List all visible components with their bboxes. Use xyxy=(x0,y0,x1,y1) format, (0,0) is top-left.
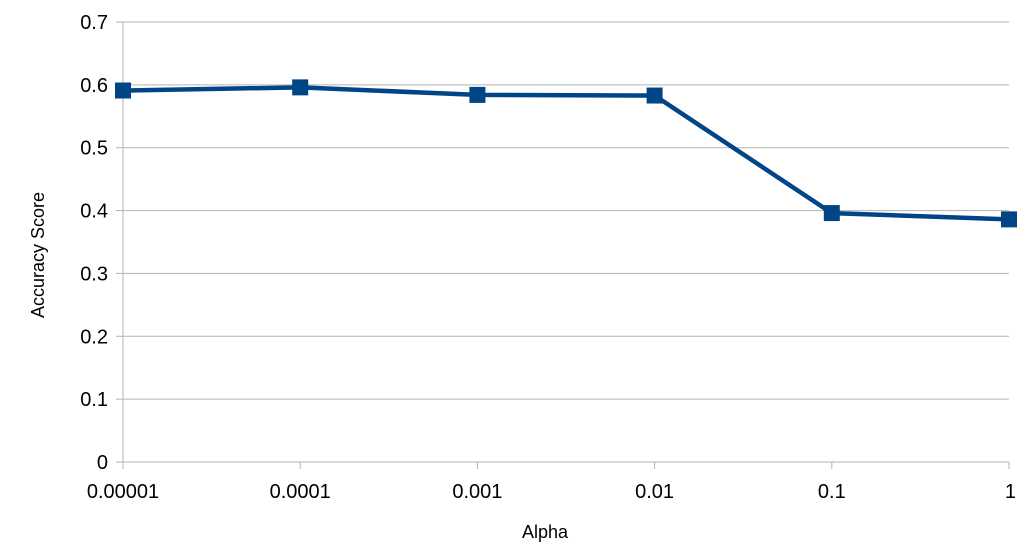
y-tick-label-3: 0.3 xyxy=(80,263,108,285)
series-line-0 xyxy=(122,85,1010,222)
y-tick-label-6: 0.6 xyxy=(80,75,108,97)
data-point-0 xyxy=(115,82,131,99)
data-point-3 xyxy=(646,87,663,104)
x-tick-label-5: 1 xyxy=(1005,481,1016,503)
y-tick-label-5: 0.5 xyxy=(80,138,108,160)
y-tick-label-2: 0.2 xyxy=(80,326,108,348)
x-tick-label-1: 0.0001 xyxy=(270,481,331,503)
x-tick-label-3: 0.01 xyxy=(635,481,674,503)
y-tick-label-4: 0.4 xyxy=(80,201,108,223)
x-tick-label-2: 0.001 xyxy=(452,481,502,503)
y-tick-label-1: 0.1 xyxy=(80,389,108,411)
data-point-2 xyxy=(469,86,486,103)
y-tick-labels: 0 0.1 0.2 0.3 0.4 0.5 0.6 0.7 xyxy=(80,12,108,474)
gridlines xyxy=(123,21,1009,400)
series-accuracy xyxy=(115,79,1017,228)
y-tick-label-0: 0 xyxy=(97,452,108,474)
x-axis-title: Alpha xyxy=(522,522,569,542)
x-tick-labels: 0.00001 0.0001 0.001 0.01 0.1 1 xyxy=(87,481,1016,503)
x-tick-label-4: 0.1 xyxy=(818,481,846,503)
x-tick-label-0: 0.00001 xyxy=(87,481,159,503)
y-tick-label-7: 0.7 xyxy=(80,12,108,34)
data-point-5 xyxy=(1001,211,1017,228)
data-point-4 xyxy=(823,205,840,222)
data-point-1 xyxy=(292,79,309,96)
y-axis-title: Accuracy Score xyxy=(28,192,48,318)
